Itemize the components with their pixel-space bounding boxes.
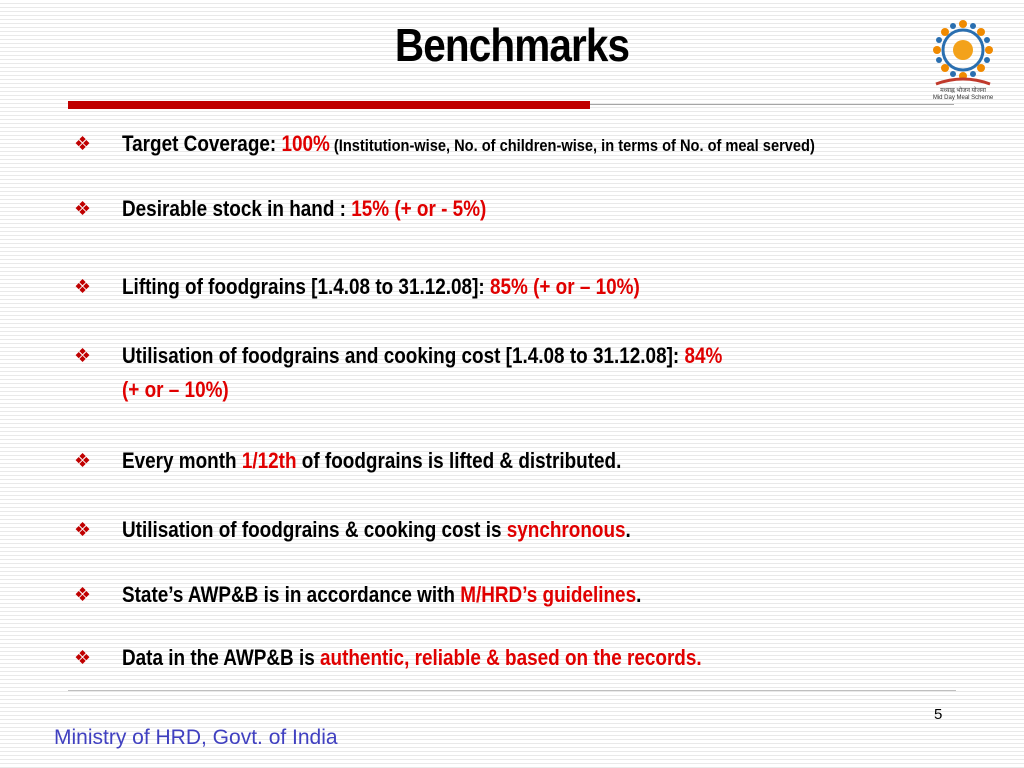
bullet-value: synchronous bbox=[506, 517, 626, 542]
bullet-value: 84% bbox=[684, 343, 723, 368]
bullet-label: Data in the AWP&B is bbox=[122, 645, 320, 670]
bullet-value: 100% bbox=[281, 131, 330, 156]
bullet-suffix: . bbox=[625, 517, 631, 542]
diamond-bullet-icon: ❖ bbox=[74, 451, 92, 472]
title-underline-gray bbox=[590, 104, 954, 105]
bullet-label: State’s AWP&B is in accordance with bbox=[122, 582, 461, 607]
bullet-label: Utilisation of foodgrains and cooking co… bbox=[122, 343, 685, 368]
bullet-value: 15% (+ or - 5%) bbox=[351, 196, 487, 221]
bullet-value: M/HRD’s guidelines bbox=[460, 582, 637, 607]
bullet-label: Every month bbox=[122, 448, 242, 473]
logo-caption-hindi: मध्याह्न भोजन योजना bbox=[940, 88, 986, 94]
diamond-bullet-icon: ❖ bbox=[74, 585, 92, 606]
bullet-value: authentic, reliable & based on the recor… bbox=[319, 645, 702, 670]
footer-divider bbox=[68, 690, 956, 691]
title-underline-red bbox=[68, 101, 590, 109]
diamond-bullet-icon: ❖ bbox=[74, 648, 92, 669]
slide-title: Benchmarks bbox=[394, 19, 630, 71]
diamond-bullet-icon: ❖ bbox=[74, 134, 92, 155]
bullet-label: Desirable stock in hand : bbox=[122, 196, 352, 221]
logo-caption: मध्याह्न भोजन योजना Mid Day Meal Scheme bbox=[928, 88, 998, 102]
footer-text: Ministry of HRD, Govt. of India bbox=[54, 726, 338, 749]
bullet-value-line2: (+ or – 10%) bbox=[122, 377, 229, 402]
bullet-suffix: . bbox=[636, 582, 642, 607]
mid-day-meal-logo-icon bbox=[933, 20, 993, 86]
diamond-bullet-icon: ❖ bbox=[74, 346, 92, 367]
slide-number: 5 bbox=[934, 706, 943, 723]
bullet-label: Lifting of foodgrains [1.4.08 to 31.12.0… bbox=[122, 274, 490, 299]
diamond-bullet-icon: ❖ bbox=[74, 199, 92, 220]
bullet-suffix: of foodgrains is lifted & distributed. bbox=[296, 448, 622, 473]
logo-caption-english: Mid Day Meal Scheme bbox=[932, 95, 994, 101]
bullet-label: Target Coverage: bbox=[122, 131, 282, 156]
bullet-value: 85% (+ or – 10%) bbox=[489, 274, 640, 299]
diamond-bullet-icon: ❖ bbox=[74, 520, 92, 541]
bullet-note: (Institution-wise, No. of children-wise,… bbox=[329, 136, 815, 155]
bullet-label: Utilisation of foodgrains & cooking cost… bbox=[122, 517, 507, 542]
diamond-bullet-icon: ❖ bbox=[74, 277, 92, 298]
bullet-value: 1/12th bbox=[241, 448, 297, 473]
